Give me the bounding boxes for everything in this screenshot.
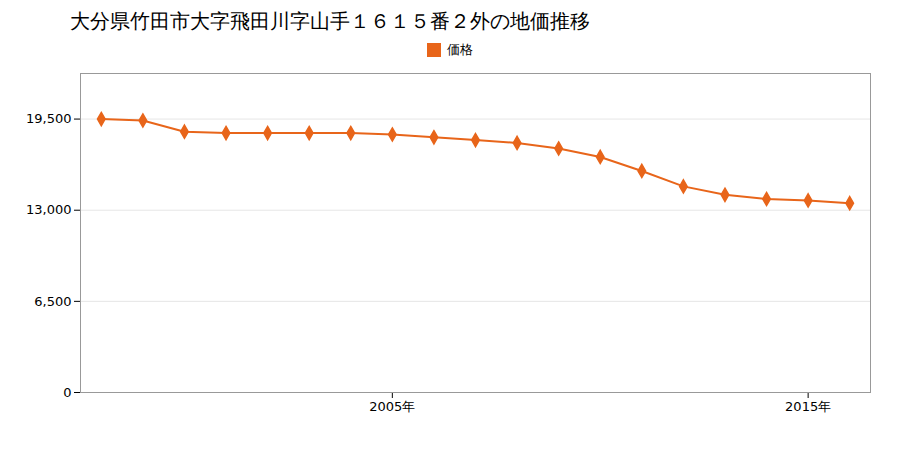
svg-text:19,500: 19,500 <box>26 111 72 126</box>
svg-text:2015年: 2015年 <box>785 399 831 414</box>
svg-text:0: 0 <box>63 385 71 400</box>
svg-text:13,000: 13,000 <box>26 202 72 217</box>
html-text:大分県竹田市大字飛田川字山手１６１５番２外の地価推移: 大分県竹田市大字飛田川字山手１６１５番２外の地価推移 <box>70 9 590 33</box>
svg-text:2005年: 2005年 <box>369 399 415 414</box>
svg-text:6,500: 6,500 <box>34 294 71 309</box>
html-text:価格: 価格 <box>447 42 473 57</box>
